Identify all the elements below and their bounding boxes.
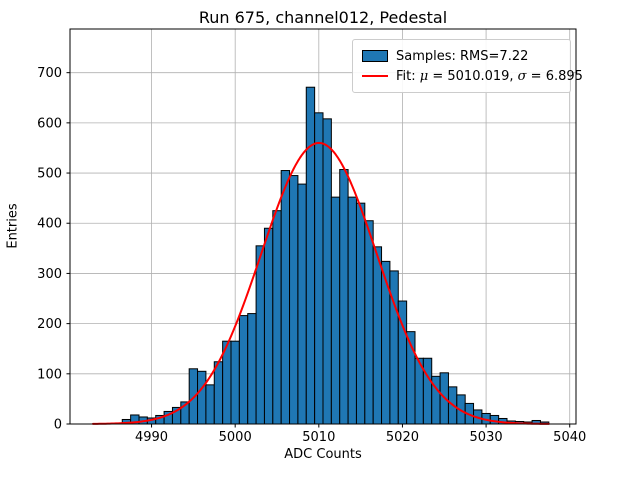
histogram-bar (322, 118, 332, 425)
x-axis-label: ADC Counts (284, 447, 362, 462)
histogram-bar (213, 361, 224, 425)
y-tick-label: 0 (54, 418, 62, 433)
y-tick-label: 200 (37, 317, 62, 332)
histogram-bar (238, 315, 249, 425)
histogram-bar (247, 313, 257, 425)
axes-frame (69, 28, 577, 425)
histogram-bar (255, 245, 265, 425)
y-tick-label: 700 (37, 66, 62, 81)
histogram-bar (347, 196, 357, 425)
y-tick-label: 100 (37, 367, 62, 382)
legend-fit-label: Fit: μ = 5010.019, σ = 6.895 (396, 68, 583, 84)
histogram-bar (422, 357, 433, 425)
histogram-bar (230, 340, 240, 425)
legend-samples-label: Samples: RMS=7.22 (396, 48, 529, 64)
histogram-bar (263, 227, 274, 425)
histogram-bar (339, 169, 349, 425)
histogram-bar (289, 175, 299, 425)
legend-entry-fit: Fit: μ = 5010.019, σ = 6.895 (362, 66, 583, 86)
fit-curve (92, 141, 550, 425)
histogram-bar (272, 210, 282, 425)
x-tick-label: 5000 (219, 430, 252, 445)
histogram-bar (197, 370, 207, 425)
histogram-bar (297, 183, 307, 425)
y-tick-label: 400 (37, 217, 62, 232)
histogram-bar (355, 202, 366, 425)
histogram-bar (280, 170, 291, 425)
histogram-bar (364, 220, 374, 425)
legend-box: Samples: RMS=7.22 Fit: μ = 5010.019, σ =… (352, 39, 583, 93)
chart-title: Run 675, channel012, Pedestal (198, 8, 448, 27)
legend-entry-samples: Samples: RMS=7.22 (362, 46, 562, 66)
x-tick-label: 4990 (135, 430, 168, 445)
histogram-bar (489, 414, 500, 425)
y-tick-label: 300 (37, 267, 62, 282)
y-axis-label: Entries (5, 203, 20, 249)
fit-line-swatch-icon (362, 75, 388, 77)
x-tick-label: 5020 (386, 430, 419, 445)
x-tick-label: 5010 (302, 430, 335, 445)
histogram-bar (205, 384, 215, 425)
x-tick-label: 5040 (553, 430, 586, 445)
histogram-bar (305, 86, 316, 425)
histogram-swatch-icon (362, 50, 388, 62)
y-tick-label: 500 (37, 167, 62, 182)
x-tick-label: 5030 (470, 430, 503, 445)
histogram-bar (314, 112, 324, 425)
y-tick-label: 600 (37, 116, 62, 131)
histogram-bar (372, 246, 383, 425)
histogram-bar (330, 196, 341, 425)
